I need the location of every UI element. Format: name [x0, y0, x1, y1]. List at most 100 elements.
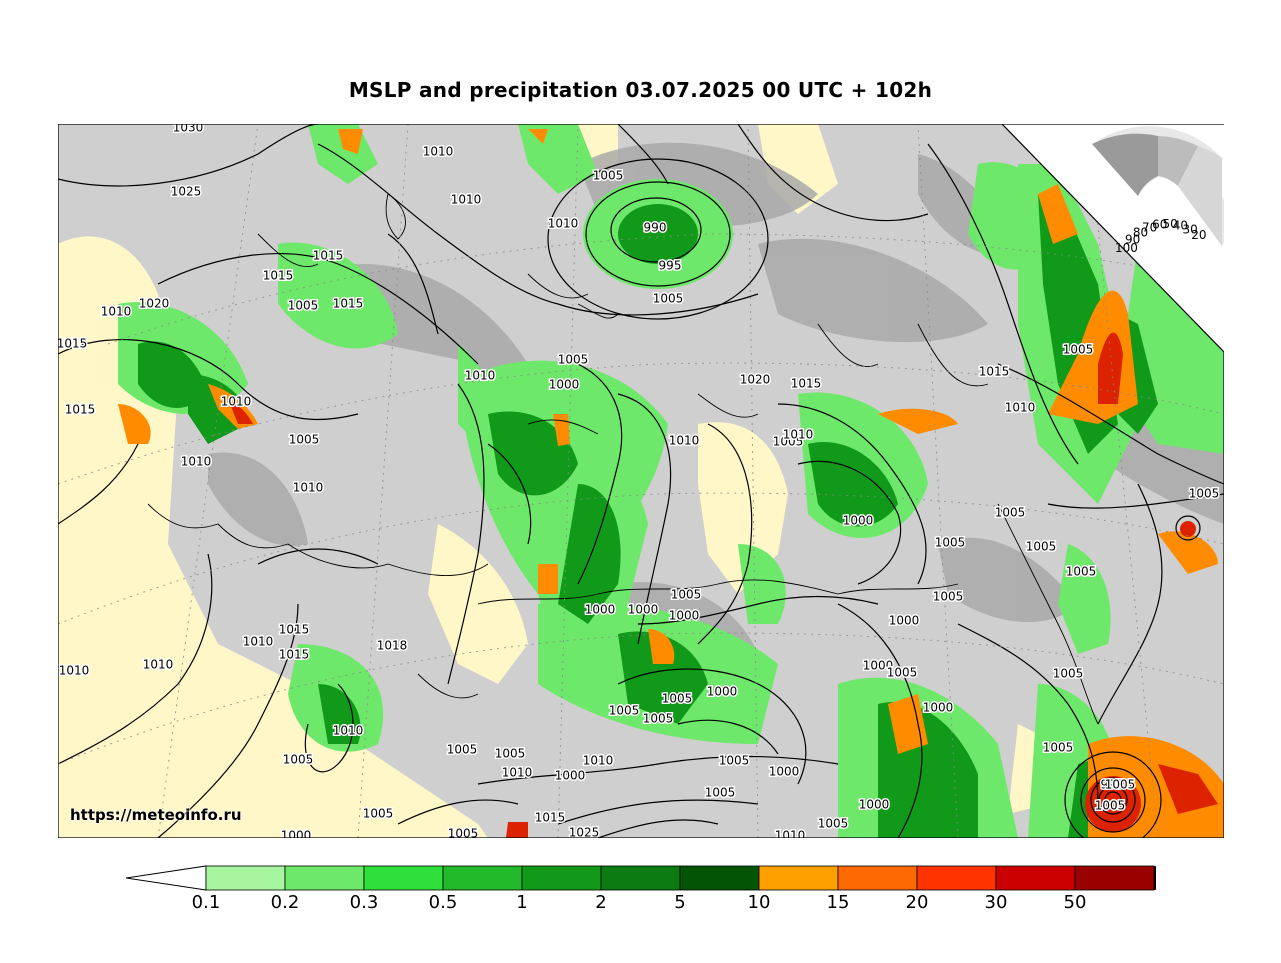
isobar-label: 1005	[1095, 799, 1126, 813]
isobar-label: 1030	[173, 124, 204, 135]
isobar-label: 1015	[333, 297, 364, 311]
isobar-label: 1005	[495, 747, 526, 761]
isobar-label: 1005	[363, 807, 394, 821]
isobar-label: 1005	[818, 817, 849, 831]
isobar-label: 990	[644, 221, 667, 235]
isobar-label: 1025	[171, 185, 202, 199]
precipitation-extreme	[228, 332, 1218, 838]
colorbar-segment	[521, 865, 602, 891]
isobar-label: 1015	[279, 623, 310, 637]
isobar-label: 1005	[773, 435, 804, 449]
isobar-label: 1000	[889, 614, 920, 628]
isobar-label: 1010	[775, 829, 806, 839]
isobar-label: 1005	[933, 590, 964, 604]
isobar-label: 1010	[502, 766, 533, 780]
inset-scale-label: 80	[1133, 226, 1148, 240]
isobar-label: 1000	[669, 609, 700, 623]
weather-map: 1030 1010 1025 1010 1010 1005 1015 1015 1010 1015…	[58, 124, 1224, 838]
isobar-label: 1005	[558, 353, 589, 367]
isobar-label: 1005	[662, 692, 693, 706]
map-frame	[58, 124, 1224, 838]
isobar-label: 1000	[843, 514, 874, 528]
isobar-label: 1005	[935, 536, 966, 550]
isobar-label: 1010	[548, 217, 579, 231]
inset-scale-label: 20	[1191, 228, 1206, 242]
colorbar-segment	[1074, 865, 1155, 891]
colorbar-tick-label: 50	[1063, 892, 1087, 913]
isobar-label: 1015	[979, 365, 1010, 379]
isobar-label: 1010	[333, 724, 364, 738]
isobar-label: 1000	[281, 829, 312, 839]
isobar-label: 1005	[288, 299, 319, 313]
isobar-label: 1000	[549, 378, 580, 392]
colorbar-tick-label: 5	[674, 892, 686, 913]
isobar-label: 1005	[643, 712, 674, 726]
isobars	[58, 124, 1224, 838]
isobar-label: 1010	[1005, 401, 1036, 415]
typhoon-centre	[1064, 515, 1201, 838]
precipitation-moderate	[138, 194, 1224, 838]
colorbar-tick-label: 0.5	[428, 892, 458, 913]
colorbar-segment	[758, 865, 839, 891]
isobar-label: 1000	[923, 701, 954, 715]
isobar-label: 1000	[863, 659, 894, 673]
isobar-label: 995	[1101, 778, 1124, 792]
inset-scale-label: 100	[1115, 241, 1138, 255]
isobar-label: 1005	[887, 666, 918, 680]
inset-scale-label: 30	[1183, 222, 1198, 236]
colorbar-over-triangle	[1154, 866, 1156, 890]
isobar-label: 1000	[555, 769, 586, 783]
isobar-label: 1010	[451, 193, 482, 207]
isobar-label: 1020	[740, 373, 771, 387]
isobar-label: 1000	[628, 603, 659, 617]
isobar-label: 1005	[609, 704, 640, 718]
isobar-label: 1005	[671, 588, 702, 602]
colorbar-tick-label: 30	[984, 892, 1008, 913]
isobar-label: 1010	[181, 455, 212, 469]
colorbar-tick-label: 0.2	[270, 892, 300, 913]
isobar-label: 1010	[101, 305, 132, 319]
isobar-label: 1005	[283, 753, 314, 767]
isobar-label: 1005	[447, 743, 478, 757]
isobar-label: 1000	[859, 798, 890, 812]
isobar-label: 1000	[707, 685, 738, 699]
colorbar-tick-label: 10	[747, 892, 771, 913]
colorbar-tick-label: 15	[826, 892, 850, 913]
isobar-label: 1015	[791, 377, 822, 391]
isobar-label: 1020	[139, 297, 170, 311]
isobar-label: 1010	[423, 145, 454, 159]
isobar-label: 1010	[293, 481, 324, 495]
isobar-label: 1018	[377, 639, 408, 653]
inset-scale-label: 70	[1142, 221, 1157, 235]
isobar-label: 1015	[263, 269, 294, 283]
colorbar-segment	[363, 865, 444, 891]
isobar-label: 1005	[448, 827, 479, 839]
isobar-label: 1025	[569, 826, 600, 839]
isobar-label: 1005	[1189, 487, 1220, 501]
isobar-label: 1010	[669, 434, 700, 448]
isobar-label: 1005	[593, 169, 624, 183]
colorbar-segment	[600, 865, 681, 891]
isobar-label: 1010	[583, 754, 614, 768]
isobar-label: 1005	[289, 433, 320, 447]
chart-title: MSLP and precipitation 03.07.2025 00 UTC…	[348, 78, 933, 102]
colorbar-segment	[442, 865, 523, 891]
isobar-label: 1010	[465, 369, 496, 383]
colorbar-tick-label: 2	[595, 892, 607, 913]
isobar-label: 1015	[58, 337, 87, 351]
coastlines	[147, 193, 1099, 725]
colorbar-segment	[284, 865, 365, 891]
isobar-label: 1005	[1043, 741, 1074, 755]
colorbar-tick-label: 0.3	[349, 892, 379, 913]
isobar-label: 1010	[143, 658, 174, 672]
inset-scale-label: 90	[1125, 233, 1140, 247]
isobar-label: 1005	[705, 786, 736, 800]
isobar-label: 1005	[1063, 343, 1094, 357]
isobar-label: 1005	[1053, 667, 1084, 681]
isobar-label: 1005	[653, 292, 684, 306]
colorbar-tick-label: 1	[516, 892, 528, 913]
isobar-label: 1005	[1066, 565, 1097, 579]
isobar-label: 1015	[535, 811, 566, 825]
isobar-label: 1005	[1105, 778, 1136, 792]
